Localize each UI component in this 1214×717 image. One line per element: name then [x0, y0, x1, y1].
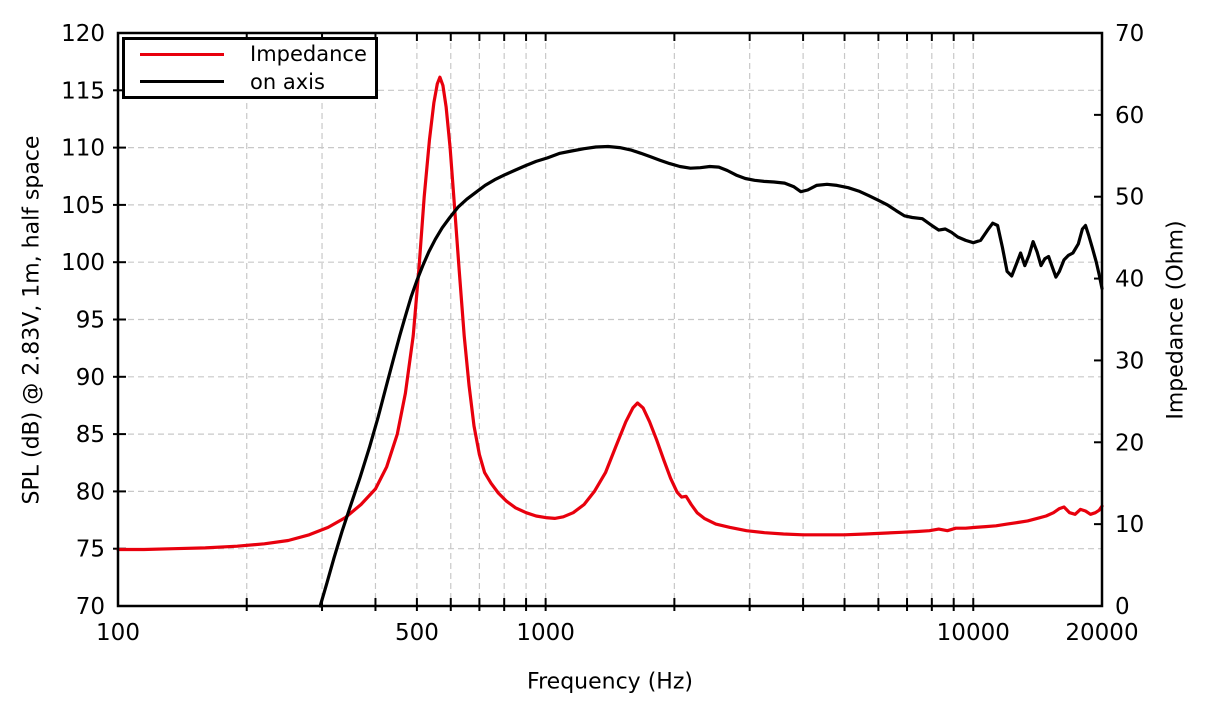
y-right-tick-label: 40 [1115, 267, 1144, 293]
legend-on-axis-label: on axis [250, 69, 325, 94]
x-tick-label: 20000 [1065, 620, 1138, 646]
y-left-tick-label: 120 [61, 21, 105, 47]
y-right-tick-label: 60 [1115, 103, 1144, 129]
y-left-tick-label: 85 [76, 422, 105, 448]
y-right-tick-label: 20 [1115, 430, 1144, 456]
legend: Impedance on axis [122, 37, 378, 99]
y-left-tick-label: 115 [61, 78, 105, 104]
series-on-axis [318, 144, 1104, 608]
y-right-tick-label: 30 [1115, 348, 1144, 374]
tick-labels: 70 75 80 85 90 95 100 105 110 115 120 0 10 20 30 40 50 60… [61, 21, 1144, 646]
y-right-tick-label: 50 [1115, 185, 1144, 211]
x-tick-label: 500 [395, 620, 439, 646]
legend-impedance-label: Impedance [250, 42, 367, 67]
y-left-tick-label: 105 [61, 193, 105, 219]
y-left-tick-label: 90 [76, 365, 105, 391]
legend-impedance-line-sample [140, 52, 224, 56]
x-axis-title: Frequency (Hz) [527, 669, 693, 695]
y-right-tick-label: 0 [1115, 594, 1130, 620]
legend-entry-impedance: Impedance [125, 41, 375, 67]
x-tick-label: 1000 [516, 620, 575, 646]
y-left-tick-label: 95 [76, 308, 105, 334]
legend-entry-on-axis: on axis [125, 69, 375, 95]
y-right-tick-label: 10 [1115, 512, 1144, 538]
y-left-tick-label: 100 [61, 250, 105, 276]
plot-frame [116, 31, 1104, 608]
y-left-tick-label: 110 [61, 136, 105, 162]
y-left-tick-label: 75 [76, 537, 105, 563]
y-right-axis-title: Impedance (Ohm) [1163, 220, 1189, 420]
gridlines [118, 33, 1102, 606]
y-left-axis-title: SPL (dB) @ 2.83V, 1m, half space [19, 135, 45, 505]
x-tick-label: 10000 [937, 620, 1010, 646]
x-tick-label: 100 [96, 620, 140, 646]
y-left-tick-label: 80 [76, 479, 105, 505]
legend-on-axis-line-sample [140, 80, 224, 84]
y-right-tick-label: 70 [1115, 21, 1144, 47]
y-left-tick-label: 70 [76, 594, 105, 620]
